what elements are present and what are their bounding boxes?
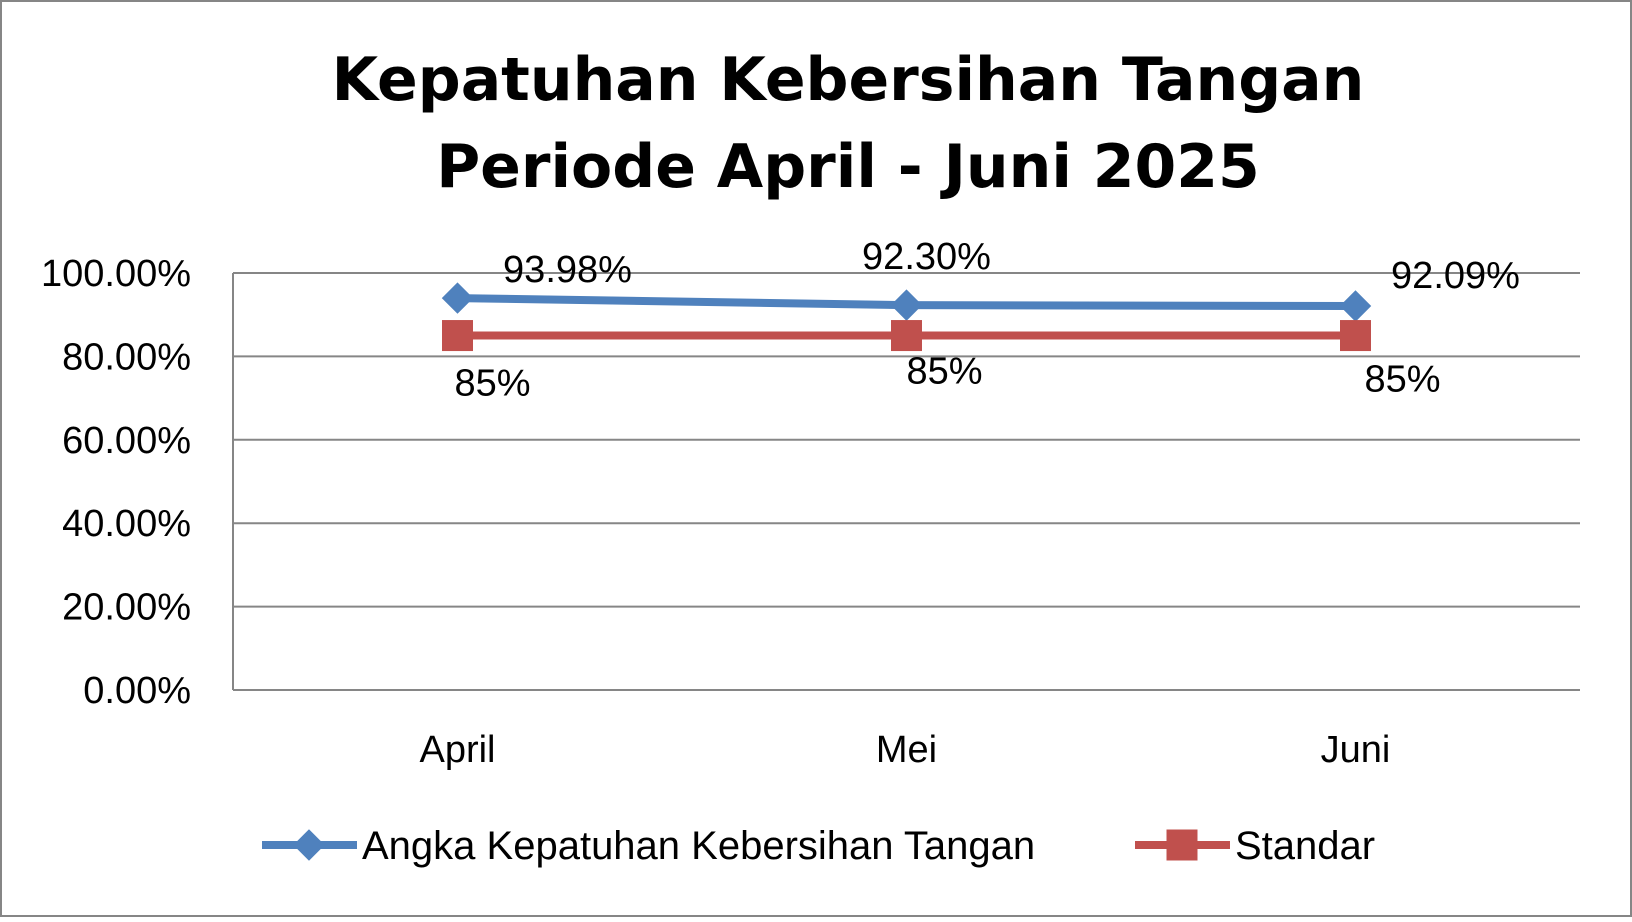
y-tick-label: 60.00% [62,420,191,462]
data-label: 93.98% [503,249,632,291]
data-label: 85% [454,363,530,405]
series-2 [442,320,1371,352]
y-tick-labels: 0.00% 20.00% 40.00% 60.00% 80.00% 100.00% [41,253,191,712]
data-point-square [1340,320,1371,352]
x-category-labels: April Mei Juni [419,729,1390,771]
x-category-label: April [419,729,495,771]
y-tick-label: 80.00% [62,336,191,378]
y-tick-label: 40.00% [62,503,191,545]
data-label: 85% [1364,359,1440,401]
data-label: 85% [906,351,982,393]
y-tick-label: 100.00% [41,253,191,295]
y-tick-label: 20.00% [62,587,191,629]
data-point-diamond [441,282,474,314]
legend: Angka Kepatuhan Kebersihan Tangan Standar [262,824,1375,868]
data-point-square [442,320,473,352]
legend-entry: Standar [1135,824,1375,868]
data-point-square [891,320,922,352]
chart-title-line-2: Periode April - Juni 2025 [436,132,1260,202]
series [441,282,1372,352]
data-labels: 93.98% 92.30% 92.09% 85% 85% 85% [454,236,1519,404]
legend-label: Standar [1235,824,1375,868]
data-label: 92.09% [1391,255,1520,297]
x-category-label: Mei [876,729,937,771]
gridlines [233,272,1580,608]
y-tick-label: 0.00% [83,670,191,712]
legend-marker-diamond [293,829,325,861]
axes [232,273,1580,691]
chart-title-line-1: Kepatuhan Kebersihan Tangan [332,45,1365,115]
legend-entry: Angka Kepatuhan Kebersihan Tangan [262,824,1035,868]
legend-marker-square [1166,829,1198,861]
legend-label: Angka Kepatuhan Kebersihan Tangan [362,824,1035,868]
data-label: 92.30% [862,236,991,278]
x-category-label: Juni [1321,729,1391,771]
